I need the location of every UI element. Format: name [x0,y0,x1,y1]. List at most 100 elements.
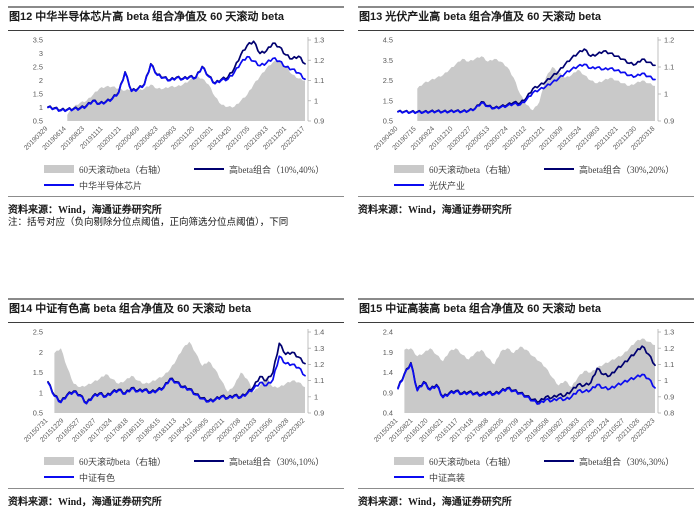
area-swatch-icon [44,165,74,174]
svg-text:3.5: 3.5 [383,56,393,65]
legend-item-index: 中证高装 [394,471,465,484]
area-swatch-icon [394,165,424,174]
svg-text:0.9: 0.9 [383,388,393,397]
svg-text:2: 2 [39,76,43,85]
svg-text:3.5: 3.5 [33,35,43,44]
divider [8,195,344,197]
legend-label: 中证高装 [429,472,466,483]
svg-text:0.5: 0.5 [33,408,43,417]
note-text: 注：括号对应（负向剔除分位点阈值，正向筛选分位点阈值），下同 [8,217,289,228]
legend-item-high-beta: 高beta组合（30%,30%） [544,455,674,468]
legend-item-high-beta: 高beta组合（30%,20%） [544,163,674,176]
legend-label: 高beta组合（30%,10%） [229,456,325,467]
legend-item-rolling-beta: 60天滚动beta（右轴） [44,455,194,468]
svg-text:2.4: 2.4 [383,327,393,336]
legend-fig13: 60天滚动beta（右轴） 高beta组合（30%,20%） 光伏产业 [394,163,694,192]
svg-text:1.4: 1.4 [383,368,393,377]
panel-fig14: 图14 中证有色高 beta 组合净值及 60 天滚动 beta 0.5 1 1.5… [0,292,350,530]
svg-text:2: 2 [39,348,43,357]
area-swatch-icon [44,457,74,466]
panel-title-fig15: 图15 中证高装高 beta 组合净值及 60 天滚动 beta [358,298,694,323]
svg-text:0.5: 0.5 [33,116,43,125]
legend-label: 高beta组合（30%,30%） [579,456,675,467]
svg-text:1: 1 [39,103,43,112]
svg-text:0.9: 0.9 [314,116,324,125]
legend-row: 中证高装 [394,471,694,484]
panel-fig15: 图15 中证高装高 beta 组合净值及 60 天滚动 beta 0.4 0.9 1… [350,292,700,530]
title-text: 图14 中证有色高 beta 组合净值及 60 天滚动 beta [9,303,252,315]
legend-item-rolling-beta: 60天滚动beta（右轴） [44,163,194,176]
blue-line-swatch-icon [394,476,424,479]
blue-line-swatch-icon [394,184,424,187]
svg-text:1.2: 1.2 [664,344,674,353]
panel-title-fig12: 图12 中华半导体芯片高 beta 组合净值及 60 天滚动 beta [8,6,344,31]
legend-label: 60天滚动beta（右轴） [429,164,516,175]
legend-row: 60天滚动beta（右轴） 高beta组合（10%,40%） [44,163,344,176]
navy-line-swatch-icon [544,168,574,171]
divider [358,487,694,489]
svg-text:0.9: 0.9 [314,408,324,417]
blue-line-swatch-icon [44,184,74,187]
title-text: 图15 中证高装高 beta 组合净值及 60 天滚动 beta [359,303,602,315]
legend-label: 中证有色 [79,472,116,483]
legend-fig15: 60天滚动beta（右轴） 高beta组合（30%,30%） 中证高装 [394,455,694,484]
legend-row: 60天滚动beta（右轴） 高beta组合（30%,20%） [394,163,694,176]
chart-fig15: 0.40.91.41.92.40.80.911.11.21.3201503312… [373,327,674,443]
svg-text:0.4: 0.4 [383,408,393,417]
svg-text:1.1: 1.1 [314,376,324,385]
legend-row: 60天滚动beta（右轴） 高beta组合（30%,30%） [394,455,694,468]
source-text: 资料来源：Wind，海通证券研究所 [8,204,162,216]
navy-line-swatch-icon [194,168,224,171]
title-text: 图13 光伏产业高 beta 组合净值及 60 天滚动 beta [359,11,602,23]
legend-item-rolling-beta: 60天滚动beta（右轴） [394,163,544,176]
svg-text:1.5: 1.5 [33,368,43,377]
legend-label: 高beta组合（10%,40%） [229,164,325,175]
divider [8,487,344,489]
legend-label: 中华半导体芯片 [79,180,143,191]
source-text: 资料来源：Wind，海通证券研究所 [358,204,512,216]
source-text: 资料来源：Wind，海通证券研究所 [358,496,512,508]
legend-fig14: 60天滚动beta（右轴） 高beta组合（30%,10%） 中证有色 [44,455,344,484]
legend-label: 60天滚动beta（右轴） [79,456,166,467]
svg-text:1.1: 1.1 [664,62,674,71]
chart-fig13: 0.51.52.53.54.50.911.11.2201904302019071… [373,35,674,151]
svg-text:1.5: 1.5 [33,89,43,98]
legend-row: 中华半导体芯片 [44,179,344,192]
legend-label: 60天滚动beta（右轴） [429,456,516,467]
legend-item-high-beta: 高beta组合（10%,40%） [194,163,324,176]
svg-text:1.5: 1.5 [383,96,393,105]
svg-text:1.3: 1.3 [314,344,324,353]
svg-text:0.8: 0.8 [664,408,674,417]
legend-item-high-beta: 高beta组合（30%,10%） [194,455,324,468]
legend-label: 60天滚动beta（右轴） [79,164,166,175]
svg-text:1.2: 1.2 [664,35,674,44]
svg-text:2.5: 2.5 [33,62,43,71]
legend-item-index: 中华半导体芯片 [44,179,142,192]
panel-title-fig14: 图14 中证有色高 beta 组合净值及 60 天滚动 beta [8,298,344,323]
source-text: 资料来源：Wind，海通证券研究所 [8,496,162,508]
legend-item-rolling-beta: 60天滚动beta（右轴） [394,455,544,468]
svg-text:0.9: 0.9 [664,392,674,401]
divider [358,195,694,197]
svg-text:1: 1 [314,96,318,105]
svg-text:0.9: 0.9 [664,116,674,125]
navy-line-swatch-icon [194,460,224,463]
blue-line-swatch-icon [44,476,74,479]
navy-line-swatch-icon [544,460,574,463]
svg-text:2.5: 2.5 [383,76,393,85]
svg-text:1: 1 [664,89,668,98]
title-text: 图12 中华半导体芯片高 beta 组合净值及 60 天滚动 beta [9,11,285,23]
svg-text:1.2: 1.2 [314,360,324,369]
svg-text:1: 1 [39,388,43,397]
legend-row: 光伏产业 [394,179,694,192]
svg-text:1.2: 1.2 [314,56,324,65]
svg-text:1.3: 1.3 [314,35,324,44]
svg-text:1: 1 [664,376,668,385]
chart-fig12: 0.511.522.533.50.911.11.21.3201903292019… [23,35,324,151]
svg-text:2.5: 2.5 [33,327,43,336]
svg-text:3: 3 [39,49,43,58]
svg-text:4.5: 4.5 [383,35,393,44]
svg-text:1: 1 [314,392,318,401]
legend-label: 高beta组合（30%,20%） [579,164,675,175]
